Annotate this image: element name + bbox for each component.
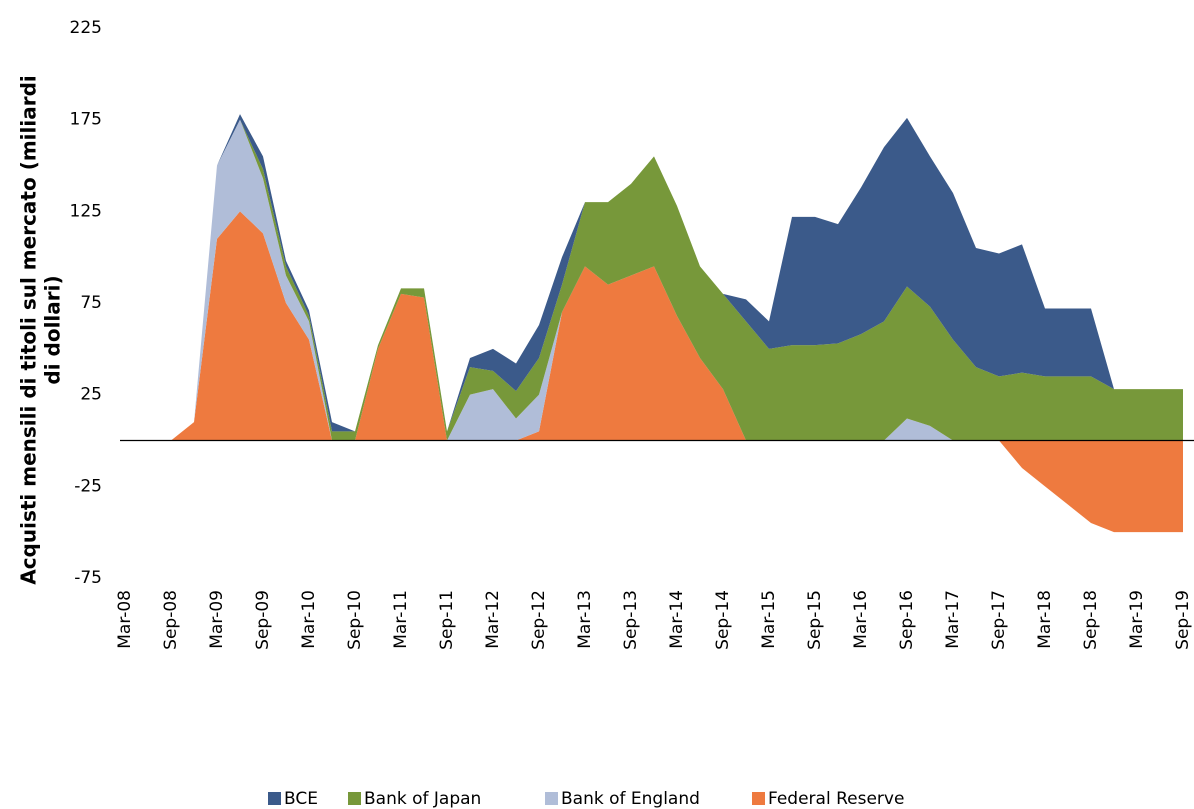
x-tick-label: Mar-11 [391, 590, 411, 649]
x-tick-label: Sep-10 [345, 590, 365, 650]
legend-swatch [545, 792, 558, 805]
legend-label: Bank of England [561, 789, 700, 809]
x-tick-label: Mar-15 [759, 590, 779, 649]
area [125, 211, 1183, 533]
x-tick-label: Mar-08 [115, 590, 135, 649]
y-tick-label: 175 [70, 110, 102, 130]
x-tick-label: Mar-18 [1035, 590, 1055, 649]
x-tick-label: Sep-14 [713, 590, 733, 650]
x-tick-label: Sep-12 [529, 590, 549, 650]
x-tick-label: Sep-17 [989, 590, 1009, 650]
area [125, 119, 1183, 441]
x-tick-label: Sep-09 [253, 590, 273, 650]
legend-swatch [752, 792, 765, 805]
legend-label: Bank of Japan [364, 789, 481, 809]
x-tick-label: Sep-18 [1081, 590, 1101, 650]
area [125, 114, 1183, 441]
x-tick-label: Mar-12 [483, 590, 503, 649]
x-tick-label: Sep-16 [897, 590, 917, 650]
x-tick-label: Sep-11 [437, 590, 457, 650]
x-tick-label: Sep-19 [1173, 590, 1193, 650]
legend-swatch [268, 792, 281, 805]
x-tick-label: Sep-13 [621, 590, 641, 650]
x-tick-label: Mar-10 [299, 590, 319, 649]
y-axis-title: Acquisti mensili di titoli sul mercato (… [17, 75, 41, 585]
y-axis-title: di dollari) [41, 275, 65, 384]
x-tick-label: Mar-09 [207, 590, 227, 649]
x-tick-label: Mar-13 [575, 590, 595, 649]
legend-swatch [348, 792, 361, 805]
legend-label: BCE [284, 789, 318, 809]
area [125, 119, 1183, 441]
y-tick-label: -25 [74, 476, 102, 496]
y-tick-label: 225 [70, 18, 102, 38]
y-tick-label: 125 [70, 201, 102, 221]
y-tick-label: 25 [80, 385, 102, 405]
x-tick-label: Sep-15 [805, 590, 825, 650]
y-tick-label: -75 [74, 568, 102, 588]
x-tick-label: Sep-08 [161, 590, 181, 650]
x-tick-label: Mar-17 [943, 590, 963, 649]
x-tick-label: Mar-19 [1127, 590, 1147, 649]
x-tick-label: Mar-14 [667, 590, 687, 649]
legend-label: Federal Reserve [768, 789, 904, 809]
y-tick-label: 75 [80, 293, 102, 313]
x-tick-label: Mar-16 [851, 590, 871, 649]
